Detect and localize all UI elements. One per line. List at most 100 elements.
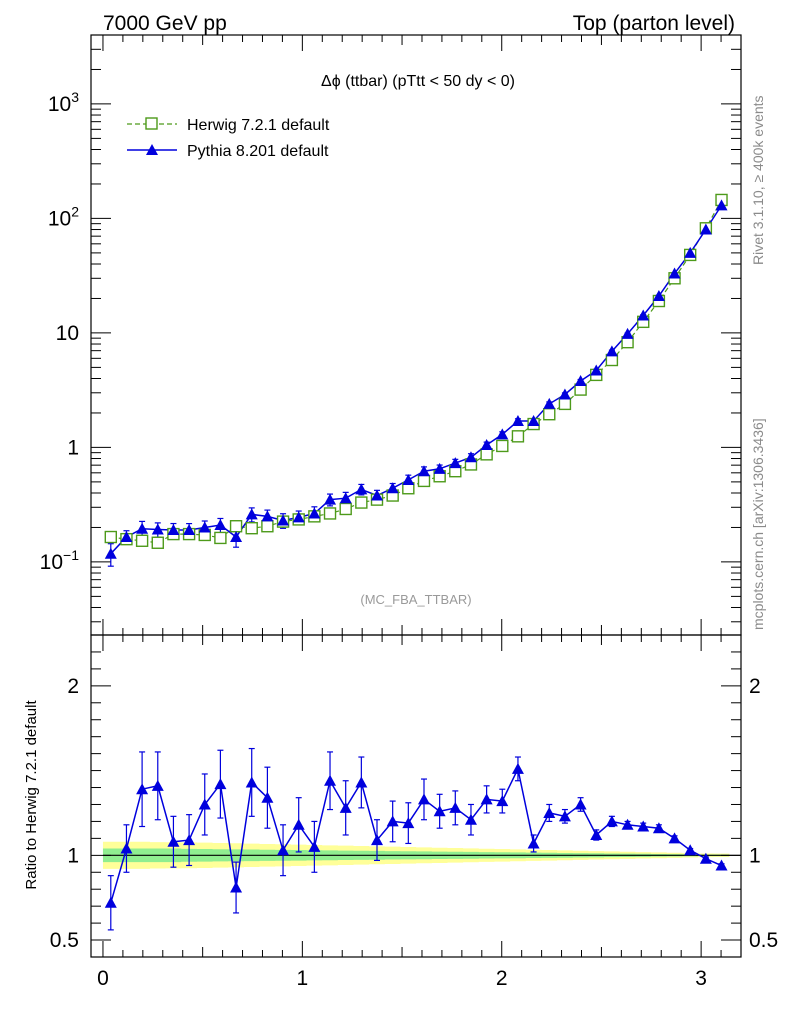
pythia-point: [198, 521, 211, 533]
ratio-point: [355, 776, 368, 788]
ratio-y-tick-label-right: 1: [749, 844, 761, 867]
pythia-point: [668, 267, 681, 279]
mcplots-label: mcplots.cern.ch [arXiv:1306.3436]: [750, 418, 766, 630]
pythia-point: [715, 199, 728, 211]
ratio-point: [684, 844, 697, 856]
pythia-point: [308, 507, 321, 519]
herwig-point: [558, 397, 572, 411]
ratio-point: [668, 832, 681, 844]
pythia-point: [120, 531, 133, 543]
ratio-point: [558, 810, 571, 822]
ratio-point: [605, 815, 618, 827]
ratio-point: [417, 793, 430, 805]
ratio-ylabel: Ratio to Herwig 7.2.1 default: [23, 700, 40, 890]
pythia-point: [637, 309, 650, 321]
pythia-point: [480, 438, 493, 450]
herwig-point: [480, 448, 493, 461]
ratio-point: [120, 842, 133, 854]
legend-pythia-label: Pythia 8.201 default: [187, 143, 329, 160]
main-ticks: [91, 34, 742, 635]
herwig-point: [151, 536, 164, 549]
herwig-point: [135, 534, 149, 547]
legend: Herwig 7.2.1 default Pythia 8.201 defaul…: [127, 117, 330, 160]
ratio-y-tick-label-left: 2: [67, 675, 79, 698]
ratio-point: [198, 798, 211, 810]
legend-herwig-marker: [145, 117, 158, 130]
plot-title: Δϕ (ttbar) (pTtt < 50 dy < 0): [321, 73, 515, 90]
pythia-point: [433, 462, 446, 474]
pythia-point: [464, 451, 477, 463]
pythia-point: [151, 523, 164, 535]
ratio-y-tick-label-right: 0.5: [749, 929, 778, 952]
ratio-point: [261, 791, 274, 803]
herwig-point: [417, 474, 431, 488]
pythia-point: [371, 489, 383, 501]
ratio-point: [104, 896, 117, 908]
pythia-point: [214, 519, 227, 531]
pythia-point: [277, 514, 290, 526]
ratio-x-tick-label: 0: [97, 967, 109, 990]
ratio-point: [511, 762, 524, 774]
ratio-point: [527, 837, 540, 849]
ratio-series: [104, 747, 728, 931]
legend-entry-pythia: Pythia 8.201 default: [127, 143, 329, 160]
ratio-point: [715, 859, 728, 871]
ratio-point: [167, 835, 180, 847]
ratio-point: [386, 815, 399, 827]
watermark-label: (MC_FBA_TTBAR): [360, 592, 471, 607]
ratio-point: [433, 805, 446, 817]
ratio-point: [449, 801, 462, 813]
main-y-tick-label: 102: [48, 203, 79, 230]
ratio-point: [543, 806, 556, 818]
ratio-y-tick-labels-right: 0.5 1 2: [749, 675, 778, 952]
ratio-point: [183, 834, 196, 846]
pythia-point: [339, 492, 352, 504]
pythia-point: [605, 345, 618, 357]
ratio-point: [292, 818, 305, 830]
pythia-point: [261, 510, 274, 522]
pythia-point: [699, 223, 712, 235]
pythia-point: [183, 524, 196, 536]
herwig-point: [339, 502, 352, 516]
ratio-point: [371, 834, 383, 846]
main-y-tick-label: 103: [48, 89, 79, 116]
pythia-point: [136, 522, 149, 534]
pythia-point: [324, 493, 337, 505]
ratio-point: [464, 813, 477, 825]
pythia-point: [527, 415, 540, 427]
pythia-point: [543, 397, 556, 409]
pythia-point: [574, 375, 587, 387]
herwig-point: [261, 520, 274, 533]
ratio-x-tick-label: 2: [496, 967, 508, 990]
ratio-y-tick-label-left: 0.5: [50, 929, 79, 952]
herwig-point: [245, 522, 258, 535]
ratio-point: [699, 852, 712, 864]
main-y-tick-label: 10: [56, 322, 79, 345]
pythia-point: [449, 457, 462, 469]
herwig-point: [229, 520, 243, 533]
herwig-point: [214, 531, 227, 545]
ratio-panel: 0.5 1 2 0.5 1 2 0 1 2 3 Ratio to Herwig 7.2.1 d…: [23, 634, 778, 990]
pythia-point: [417, 465, 430, 477]
ratio-point: [230, 881, 243, 893]
pythia-point: [167, 524, 180, 536]
herwig-point: [104, 530, 117, 544]
pythia-point: [230, 531, 243, 543]
main-y-tick-labels: 10−1 1 10 102 103: [40, 89, 80, 574]
ratio-point: [339, 801, 352, 813]
ratio-point: [480, 793, 493, 805]
ratio-point: [621, 818, 634, 830]
ratio-point: [496, 795, 509, 807]
pythia-point: [511, 415, 524, 427]
ratio-point: [245, 776, 258, 788]
ratio-point: [324, 774, 337, 786]
pythia-point: [402, 473, 415, 485]
ratio-x-tick-label: 1: [297, 967, 309, 990]
ratio-y-tick-labels-left: 0.5 1 2: [50, 675, 79, 952]
herwig-point: [543, 408, 556, 421]
ratio-frame: [90, 634, 742, 958]
header-right: Top (parton level): [573, 12, 735, 35]
pythia-point: [590, 364, 603, 376]
legend-herwig-label: Herwig 7.2.1 default: [187, 117, 330, 134]
